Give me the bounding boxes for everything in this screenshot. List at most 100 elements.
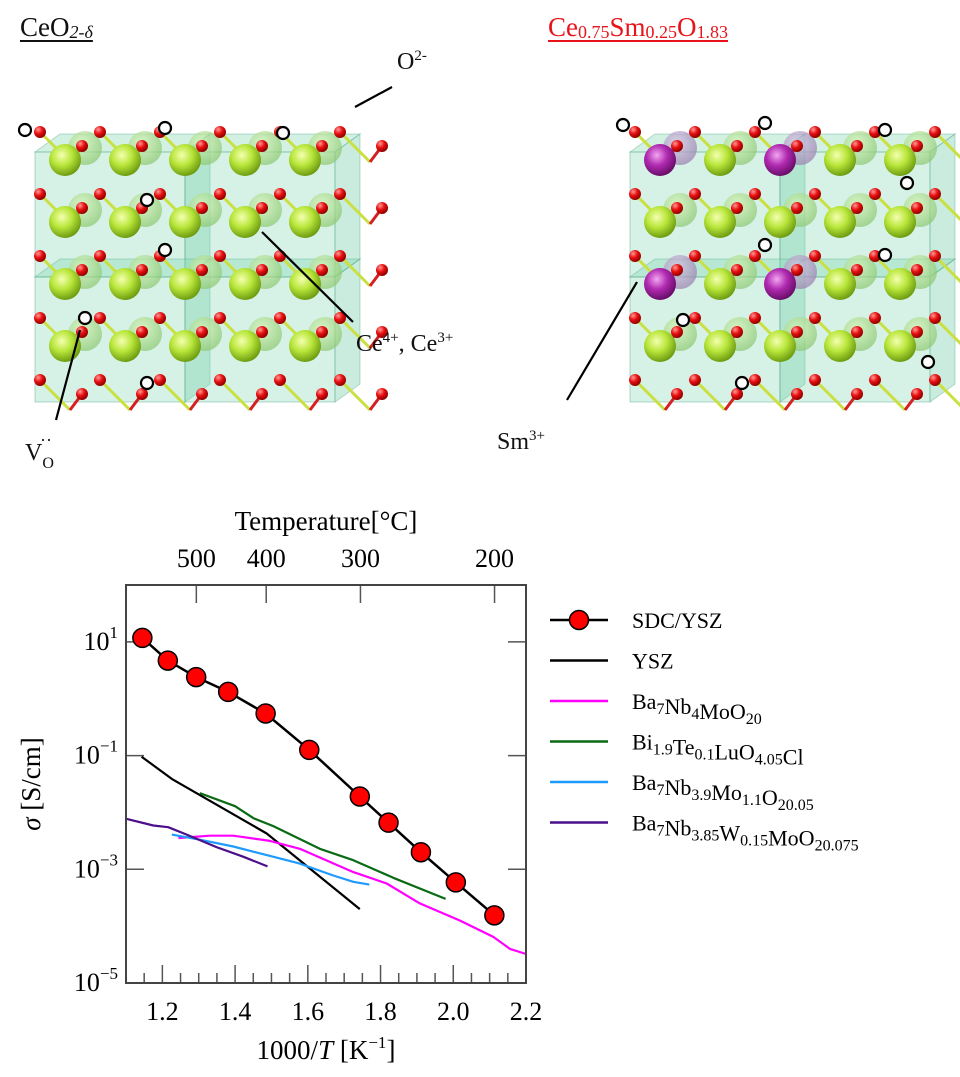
ce-atom (229, 206, 261, 238)
oxygen-atom (851, 264, 863, 276)
oxygen-vacancy (157, 120, 173, 136)
oxygen-atom (671, 202, 683, 214)
oxygen-atom (929, 126, 941, 138)
oxygen-atom (791, 264, 803, 276)
oxygen-atom (154, 312, 166, 324)
oxygen-atom (94, 126, 106, 138)
ce-atom (824, 144, 856, 176)
x-tick-label: 2.0 (437, 997, 470, 1026)
series-line-Ba7Nb3.85W0.15MoO20.075 (125, 817, 268, 868)
oxygen-vacancy (139, 192, 155, 208)
oxygen-atom (334, 374, 346, 386)
ce-atom (169, 330, 201, 362)
oxygen-atom (256, 140, 268, 152)
top-axis-title: Temperature[°C] (235, 506, 418, 536)
oxygen-atom (196, 140, 208, 152)
oxygen-atom (214, 188, 226, 200)
oxygen-atom (749, 374, 761, 386)
ce-atom (764, 206, 796, 238)
oxygen-atom (851, 140, 863, 152)
sdc-title: Ce0.75Sm0.25O1.83 (548, 12, 728, 43)
data-point (255, 703, 276, 724)
oxygen-atom (929, 374, 941, 386)
oxygen-pointer (354, 86, 393, 108)
label-main: , Ce (398, 331, 438, 357)
data-point (410, 841, 432, 863)
oxygen-atom (34, 374, 46, 386)
oxygen-atom (731, 140, 743, 152)
oxygen-atom (136, 264, 148, 276)
oxygen-atom (689, 188, 701, 200)
oxygen-atom (94, 250, 106, 262)
sm-atom (764, 268, 796, 300)
oxygen-atom (869, 188, 881, 200)
unit-cell-side (334, 258, 361, 403)
ce-atom (49, 144, 81, 176)
oxygen-atom (196, 388, 208, 400)
oxygen-atom (76, 264, 88, 276)
oxygen-atom (34, 250, 46, 262)
oxygen-atom (334, 126, 346, 138)
bond (338, 378, 372, 412)
legend-label: Bi1.9Te0.1LuO4.05Cl (632, 730, 804, 770)
oxygen-atom (376, 388, 388, 400)
cerium-pointer (261, 231, 354, 323)
title-part: Ce (548, 12, 578, 42)
oxygen-vacancy (157, 242, 173, 258)
oxygen-atom (316, 202, 328, 214)
oxygen-atom (136, 388, 148, 400)
oxygen-atom (274, 374, 286, 386)
oxygen-atom (136, 326, 148, 338)
ce-atom (704, 330, 736, 362)
bond (753, 378, 787, 412)
oxygen-atom (334, 250, 346, 262)
top-tick-label: 200 (475, 544, 514, 573)
oxygen-atom (334, 312, 346, 324)
oxygen-atom (791, 202, 803, 214)
data-point (378, 812, 399, 833)
sm-atom (644, 268, 676, 300)
bond (338, 192, 372, 226)
oxygen-vacancy (734, 375, 750, 391)
bond (218, 378, 252, 412)
oxygen-atom (94, 312, 106, 324)
oxygen-atom (196, 326, 208, 338)
label-sup: ·· (40, 430, 52, 450)
label-main: O (397, 49, 415, 75)
ce-atom (169, 268, 201, 300)
oxygen-atom (256, 388, 268, 400)
label-main: Ce (356, 331, 383, 357)
label-main: V (25, 440, 43, 466)
oxygen-atom (929, 188, 941, 200)
ce-atom (109, 268, 141, 300)
oxygen-atom (256, 202, 268, 214)
ce-atom (644, 206, 676, 238)
oxygen-atom (376, 264, 388, 276)
oxygen-atom (791, 388, 803, 400)
oxygen-atom (214, 250, 226, 262)
oxygen-atom (629, 374, 641, 386)
ce-atom (229, 144, 261, 176)
ce-atom (704, 144, 736, 176)
x-tick-label: 2.2 (510, 997, 543, 1026)
oxygen-atom (809, 250, 821, 262)
data-point (349, 786, 371, 807)
oxygen-atom (851, 202, 863, 214)
oxygen-vacancy (675, 312, 691, 328)
oxygen-atom (76, 202, 88, 214)
oxygen-atom (196, 264, 208, 276)
oxygen-atom (671, 388, 683, 400)
ce-atom (229, 268, 261, 300)
data-point (132, 627, 153, 649)
bond (933, 130, 960, 160)
oxygen-atom (316, 264, 328, 276)
oxygen-atom (671, 326, 683, 338)
ce-atom (704, 268, 736, 300)
ceo2-title: CeO2-δ (20, 12, 93, 43)
ce-atom (289, 268, 321, 300)
label-sup: 4+ (382, 330, 399, 346)
title-sub: 0.25 (645, 22, 678, 42)
oxygen-atom (869, 250, 881, 262)
ce-atom (884, 144, 916, 176)
oxygen-atom (809, 374, 821, 386)
